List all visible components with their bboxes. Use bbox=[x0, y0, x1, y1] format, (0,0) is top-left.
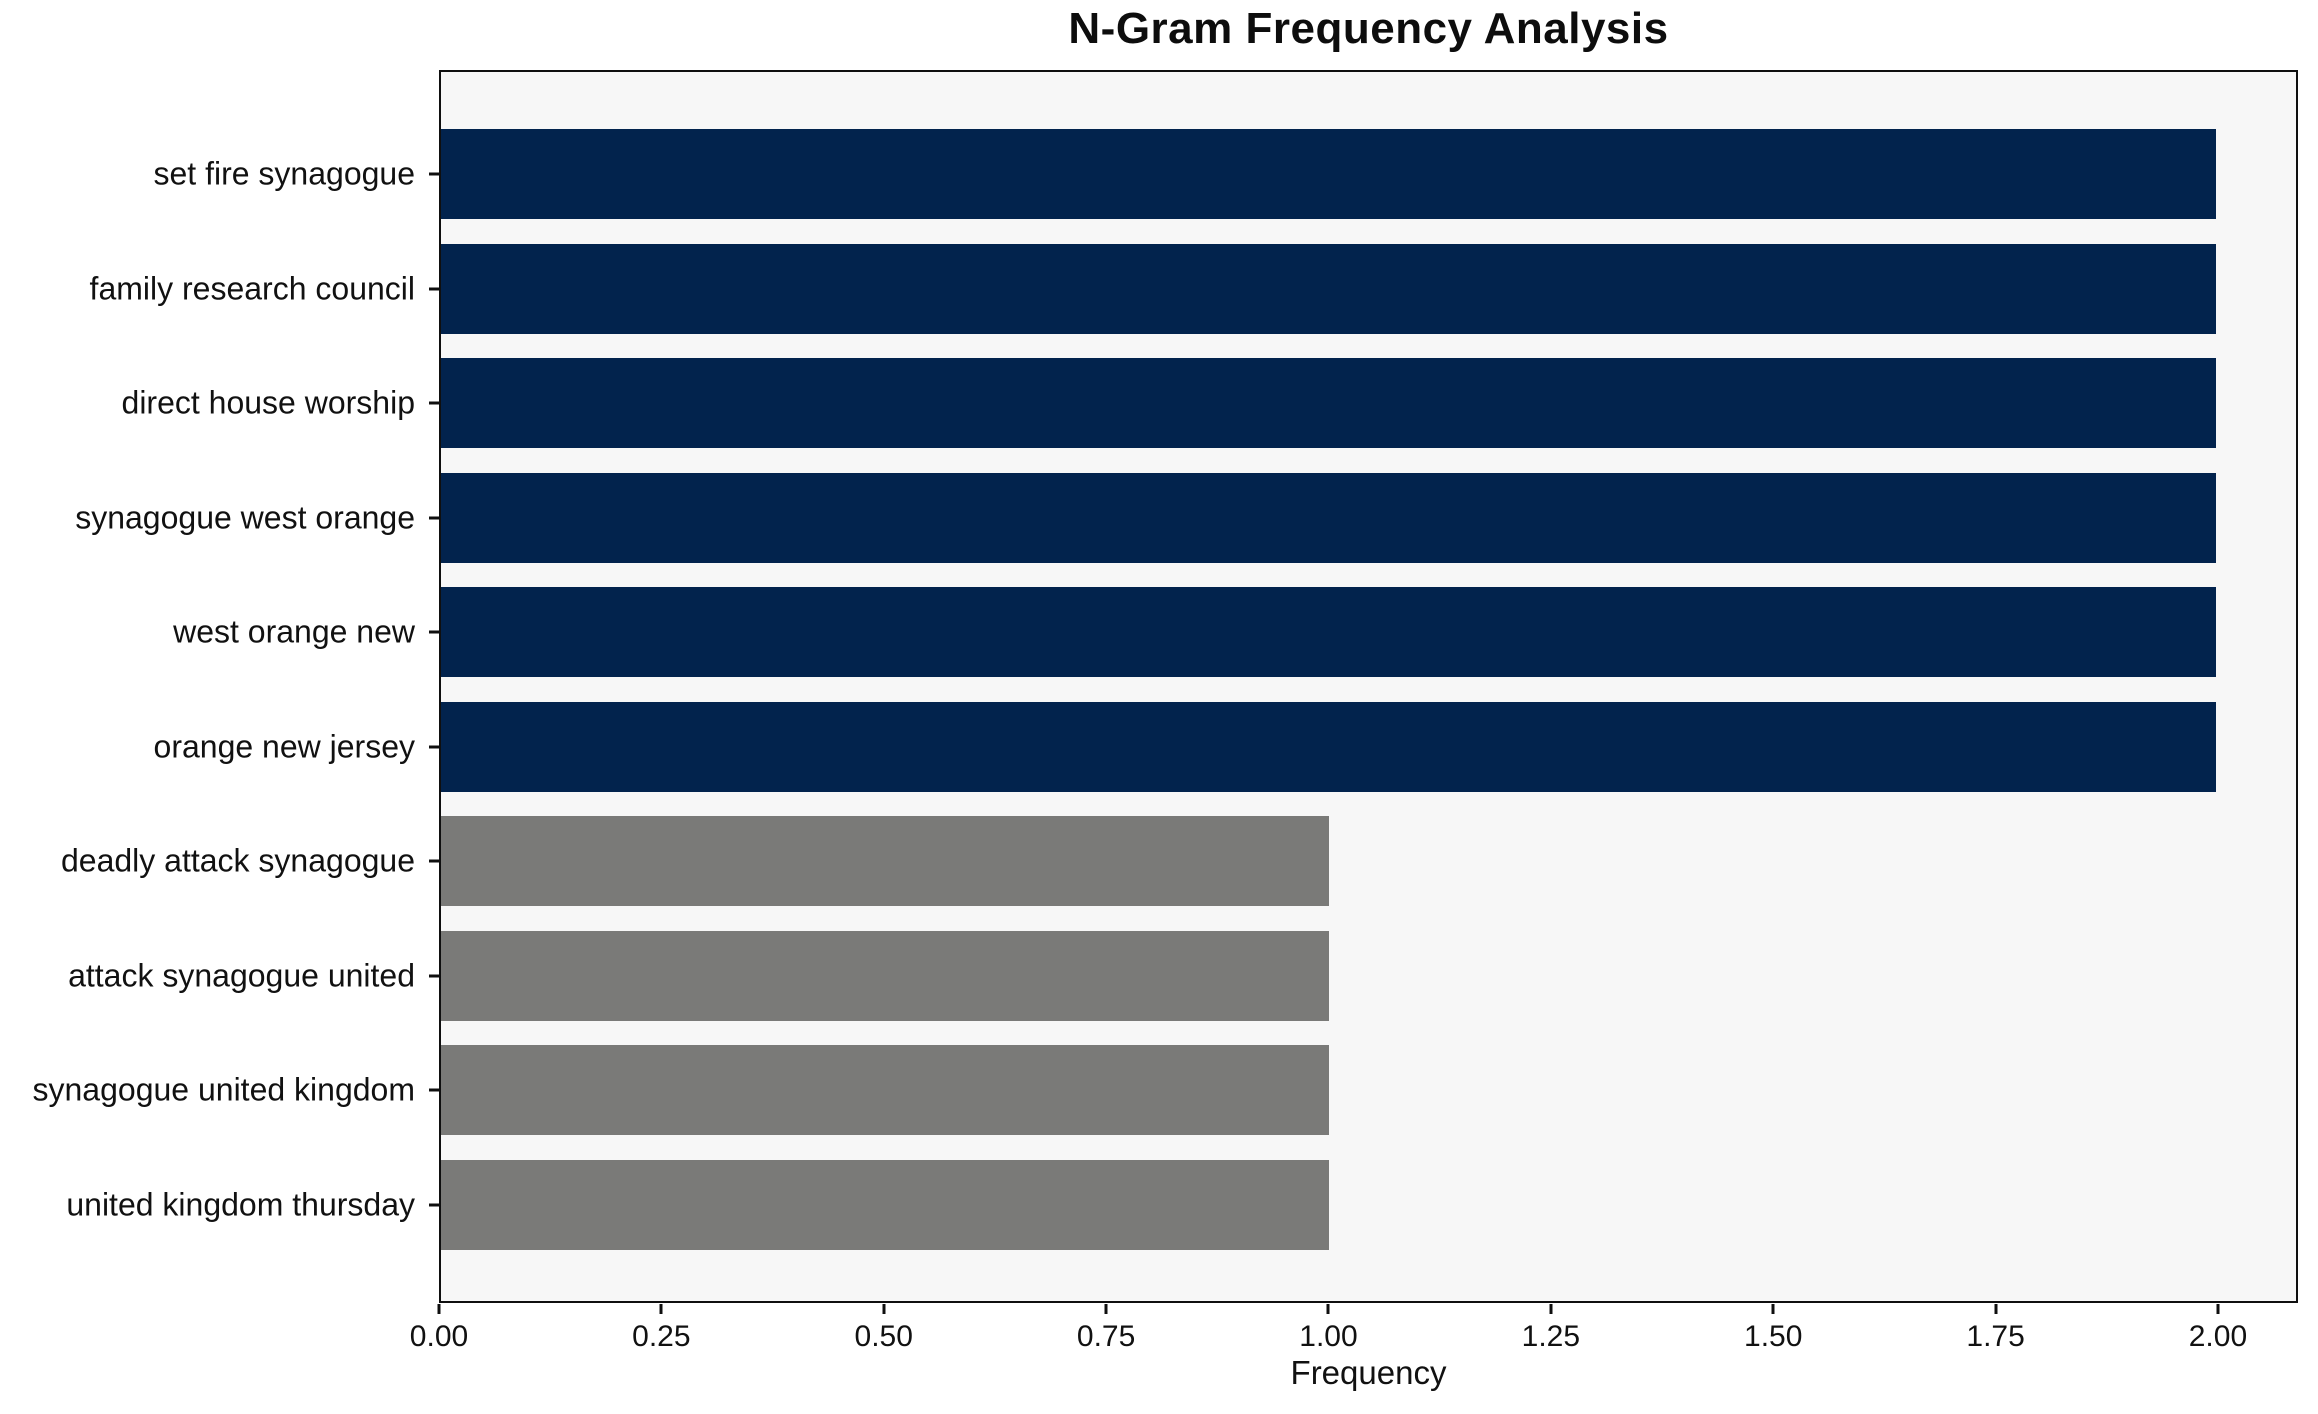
y-tick-mark bbox=[429, 859, 439, 863]
bar-row: deadly attack synagogue bbox=[61, 816, 2296, 907]
x-tick-label: 0.75 bbox=[1076, 1320, 1136, 1353]
x-axis-ticks: 0.00 0.25 0.50 0.75 1.00 1.25 1.50 1.75 2.00 bbox=[410, 1303, 2298, 1373]
y-tick-label: united kingdom thursday bbox=[66, 1186, 415, 1223]
x-tick-label: 1.25 bbox=[1521, 1320, 1581, 1353]
x-tick-label: 2.00 bbox=[2188, 1320, 2248, 1353]
y-tick-label: synagogue west orange bbox=[75, 499, 415, 536]
bar-orange-new-jersey bbox=[441, 701, 2217, 792]
y-tick-mark bbox=[429, 1088, 439, 1092]
bar-row: synagogue united kingdom bbox=[33, 1045, 2296, 1136]
y-tick-mark bbox=[429, 287, 439, 291]
x-tick-label: 1.75 bbox=[1966, 1320, 2025, 1353]
bar-set-fire-synagogue bbox=[441, 129, 2217, 219]
x-tick-mark bbox=[1326, 1304, 1330, 1314]
x-axis-label: Frequency bbox=[1290, 1354, 1447, 1391]
x-tick-label: 1.50 bbox=[1744, 1320, 1803, 1353]
y-tick-mark bbox=[429, 516, 439, 520]
x-tick-mark bbox=[659, 1304, 663, 1314]
y-tick-label: orange new jersey bbox=[153, 728, 415, 765]
y-tick-label: synagogue united kingdom bbox=[32, 1071, 416, 1108]
x-tick-mark bbox=[1104, 1304, 1108, 1314]
x-tick-label: 0.50 bbox=[854, 1320, 913, 1353]
bar-deadly-attack-synagogue bbox=[441, 816, 1329, 907]
x-tick-mark bbox=[882, 1304, 886, 1314]
bar-row: orange new jersey bbox=[154, 701, 2296, 792]
bar-synagogue-west-orange bbox=[441, 472, 2217, 563]
bar-direct-house-worship bbox=[441, 358, 2217, 449]
chart-title: N-Gram Frequency Analysis bbox=[1068, 4, 1669, 53]
y-tick-label: deadly attack synagogue bbox=[60, 842, 415, 879]
x-tick-label: 1.00 bbox=[1299, 1320, 1358, 1353]
bar-row: west orange new bbox=[173, 587, 2296, 678]
y-tick-mark bbox=[429, 401, 439, 405]
x-tick-mark bbox=[1549, 1304, 1553, 1314]
bar-family-research-council bbox=[441, 243, 2217, 334]
bar-row: direct house worship bbox=[122, 358, 2296, 449]
x-tick-mark bbox=[437, 1304, 441, 1314]
y-tick-label: direct house worship bbox=[121, 384, 415, 421]
bar-synagogue-united-kingdom bbox=[441, 1045, 1329, 1136]
x-tick-mark bbox=[1994, 1304, 1998, 1314]
bars-container: set fire synagogue family research counci… bbox=[33, 72, 2296, 1301]
x-tick-label: 0.25 bbox=[632, 1320, 691, 1353]
y-tick-label: attack synagogue united bbox=[68, 957, 415, 994]
y-tick-label: family research council bbox=[89, 270, 415, 307]
bar-row: family research council bbox=[90, 243, 2296, 334]
bar-west-orange-new bbox=[441, 587, 2217, 678]
x-tick-mark bbox=[2216, 1304, 2220, 1314]
y-tick-mark bbox=[429, 974, 439, 978]
bar-row: set fire synagogue bbox=[154, 129, 2296, 219]
bar-united-kingdom-thursday bbox=[441, 1159, 1329, 1250]
x-tick-label: 0.00 bbox=[409, 1320, 469, 1353]
y-tick-label: west orange new bbox=[173, 613, 415, 650]
bar-row: attack synagogue united bbox=[68, 930, 2296, 1021]
x-tick-mark bbox=[1771, 1304, 1775, 1314]
bar-row: synagogue west orange bbox=[75, 472, 2296, 563]
y-tick-mark bbox=[429, 1203, 439, 1207]
y-tick-mark bbox=[429, 172, 439, 176]
y-tick-mark bbox=[429, 630, 439, 634]
bar-attack-synagogue-united bbox=[441, 930, 1329, 1021]
plot-area: set fire synagogue family research counci… bbox=[33, 70, 2298, 1303]
y-tick-mark bbox=[429, 745, 439, 749]
y-tick-label: set fire synagogue bbox=[153, 155, 416, 192]
bar-row: united kingdom thursday bbox=[66, 1159, 2296, 1250]
